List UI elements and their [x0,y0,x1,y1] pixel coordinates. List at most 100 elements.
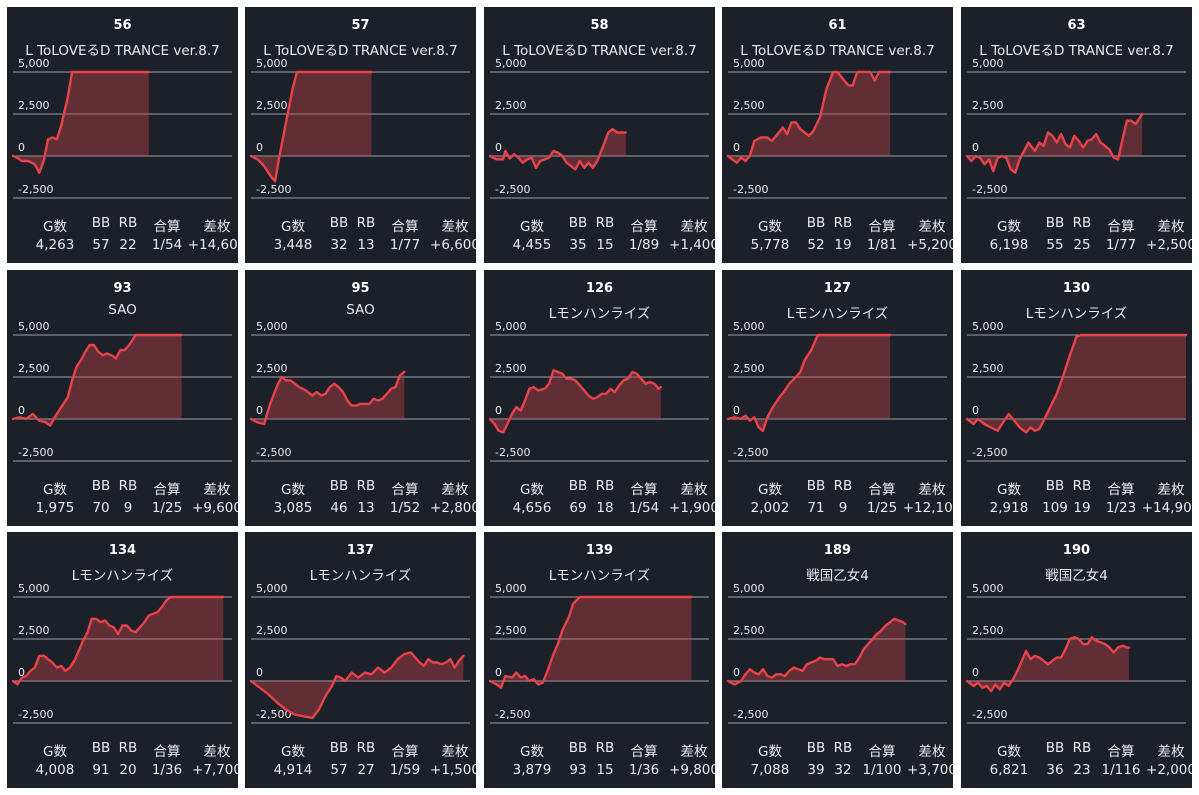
stat-value-rb: 19 [1073,500,1091,516]
stats-table: G数 6,821 BB 36 RB 23 合算 1/116 差枚 +2,000 [961,738,1192,782]
y-tick-label: 5,000 [972,582,1004,595]
balance-chart: 5,000 2,500 0 -2,500 [249,582,470,724]
stats-table: G数 6,198 BB 55 RB 25 合算 1/77 差枚 +2,500 [961,213,1192,257]
stat-value-rb: 32 [834,762,852,778]
balance-chart: 5,000 2,500 0 -2,500 [726,320,947,462]
y-tick-label: -2,500 [18,183,53,196]
balance-chart: 5,000 2,500 0 -2,500 [488,320,709,462]
stat-value-combined: 1/77 [1105,237,1137,253]
stat-value-diff: +6,600 [430,237,476,253]
stat-value-games: 6,821 [989,762,1029,778]
balance-area [728,335,891,431]
stat-value-combined: 1/116 [1101,762,1141,778]
stat-header-combined: 合算 [153,744,181,760]
y-tick-label: 5,000 [18,582,50,595]
stat-value-diff: +1,400 [669,237,715,253]
stat-header-rb: RB [118,478,138,494]
machine-card: 56 L ToLOVEるD TRANCE ver.8.7 5,000 2,500 0 -2… [7,7,238,263]
stat-value-diff: +5,200 [907,237,953,253]
stat-value-rb: 20 [119,762,137,778]
stat-header-games: G数 [997,219,1021,235]
stat-header-rb: RB [833,740,853,756]
stats-table: G数 4,008 BB 91 RB 20 合算 1/36 差枚 +7,700 [7,738,238,782]
stat-value-games: 1,975 [35,500,75,516]
y-tick-label: 5,000 [256,582,288,595]
stat-header-diff: 差枚 [680,482,708,498]
y-tick-label: 5,000 [733,320,765,333]
machine-number: 58 [590,18,609,33]
y-tick-label: 2,500 [18,624,50,637]
stat-value-combined: 1/25 [866,500,898,516]
machine-name: Lモンハンライズ [71,568,174,584]
stat-value-bb: 39 [807,762,825,778]
machine-card: 63 L ToLOVEるD TRANCE ver.8.7 5,000 2,500 0 -2… [961,7,1192,263]
stat-header-combined: 合算 [1107,482,1135,498]
stat-value-diff: +12,100 [902,500,953,516]
balance-line [965,636,1131,693]
machine-number: 127 [823,281,852,296]
stat-value-games: 6,198 [989,237,1029,253]
machine-card: 126 Lモンハンライズ 5,000 2,500 0 -2,500 G数 4,656 BB 69 R… [484,270,715,526]
stat-header-combined: 合算 [153,219,181,235]
stats-table: G数 4,455 BB 35 RB 15 合算 1/89 差枚 +1,400 [484,213,715,257]
y-tick-label: -2,500 [972,446,1007,459]
machine-number: 130 [1062,281,1091,296]
machine-name: SAO [346,302,375,318]
stat-header-rb: RB [1072,478,1092,494]
stat-header-rb: RB [833,215,853,231]
balance-line [11,70,150,174]
machine-name: L ToLOVEるD TRANCE ver.8.7 [502,43,697,59]
y-tick-label: -2,500 [256,183,291,196]
stat-value-rb: 9 [838,500,848,516]
stat-header-games: G数 [43,219,67,235]
stats-table: G数 3,085 BB 46 RB 13 合算 1/52 差枚 +2,800 [245,476,476,520]
machine-name: 戦国乙女4 [806,568,869,584]
balance-line [249,70,373,183]
stat-value-diff: +2,800 [430,500,476,516]
machine-card: 189 戦国乙女4 5,000 2,500 0 -2,500 G数 7,088 BB 39 RB 32… [722,532,953,788]
stat-value-rb: 22 [119,237,137,253]
stat-value-bb: 93 [569,762,587,778]
y-tick-label: 2,500 [256,99,288,112]
stat-value-diff: +14,900 [1141,500,1192,516]
stat-value-bb: 55 [1046,237,1064,253]
stat-header-games: G数 [520,219,544,235]
balance-area [490,129,626,170]
balance-area [728,72,891,163]
machine-number: 126 [585,281,614,296]
machine-card: 57 L ToLOVEるD TRANCE ver.8.7 5,000 2,500 0 -2… [245,7,476,263]
y-tick-label: 5,000 [733,582,765,595]
balance-chart: 5,000 2,500 0 -2,500 [249,57,470,199]
stat-value-rb: 23 [1073,762,1091,778]
stat-header-bb: BB [329,215,349,231]
balance-chart: 5,000 2,500 0 -2,500 [11,582,232,724]
y-tick-label: -2,500 [733,708,768,721]
stat-header-bb: BB [806,215,826,231]
stat-value-games: 4,263 [35,237,75,253]
machine-number: 95 [351,281,370,296]
y-tick-label: 5,000 [495,320,527,333]
stat-header-combined: 合算 [391,482,419,498]
stat-value-bb: 71 [807,500,825,516]
stat-header-bb: BB [568,215,588,231]
stat-header-diff: 差枚 [203,744,231,760]
y-tick-label: 2,500 [18,362,50,375]
balance-line [726,617,907,686]
stat-header-diff: 差枚 [680,744,708,760]
stat-value-bb: 57 [330,762,348,778]
stats-table: G数 7,088 BB 39 RB 32 合算 1/100 差枚 +3,700 [722,738,953,782]
stat-header-bb: BB [329,478,349,494]
stat-header-combined: 合算 [630,219,658,235]
y-tick-label: 0 [972,666,979,679]
stat-header-games: G数 [997,744,1021,760]
y-tick-label: 5,000 [18,57,50,70]
y-tick-label: 2,500 [972,362,1004,375]
stat-value-bb: 57 [92,237,110,253]
stat-value-combined: 1/25 [151,500,183,516]
stat-value-combined: 1/89 [628,237,660,253]
machine-name: Lモンハンライズ [548,568,651,584]
stat-header-diff: 差枚 [203,219,231,235]
machine-card: 139 Lモンハンライズ 5,000 2,500 0 -2,500 G数 3,879 BB 93 R… [484,532,715,788]
stat-value-games: 2,918 [989,500,1029,516]
